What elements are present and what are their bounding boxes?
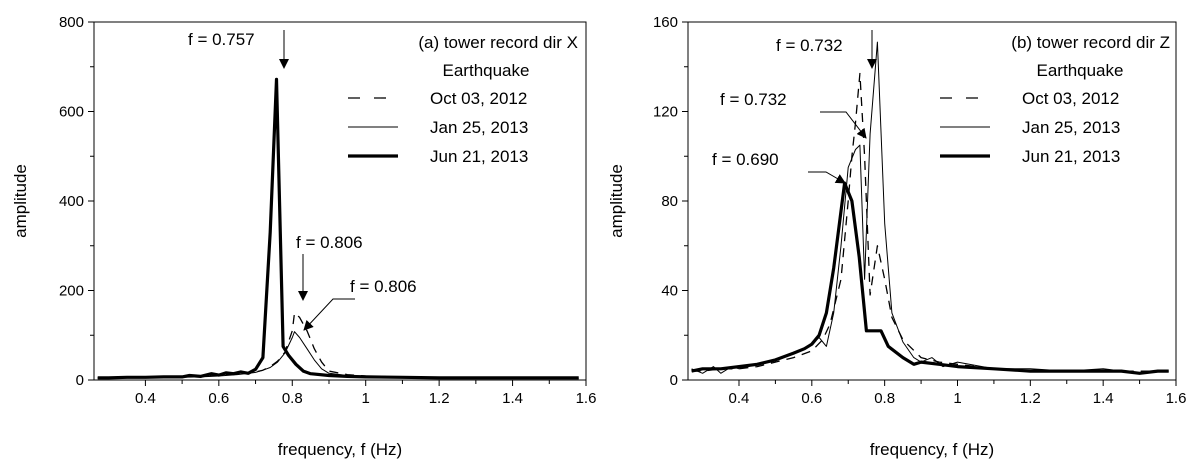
chart-b-x-tick-label: 1.4: [1093, 390, 1114, 407]
chart-a-legend-label-2: Jan 25, 2013: [430, 118, 528, 137]
chart-b-legend-label-1: Oct 03, 2012: [1022, 89, 1119, 108]
chart-a: 0.4 0.6 0.8 1 1.2 1.4 1.6 0 200 400 600 800 freque…: [11, 14, 596, 459]
chart-a-legend-label-3: Jun 21, 2013: [430, 147, 528, 166]
chart-b-series: [691, 41, 1169, 375]
chart-b-x-tick-label: 0.4: [729, 390, 750, 407]
chart-b-series-line-3: [691, 181, 1169, 375]
chart-b-y-tick-label: 80: [661, 193, 678, 210]
chart-a-y-tick-label: 600: [59, 104, 84, 121]
chart-a-y-ticks: 0 200 400 600 800: [59, 14, 94, 389]
chart-b-y-tick-label: 40: [661, 283, 678, 300]
chart-a-x-tick-label: 0.8: [282, 390, 303, 407]
chart-a-y-axis-label: amplitude: [11, 164, 30, 238]
chart-b-x-axis-label: frequency, f (Hz): [870, 440, 994, 459]
chart-a-title: (a) tower record dir X: [418, 33, 578, 52]
chart-a-annotation-1: f = 0.757: [188, 30, 255, 49]
chart-a-x-tick-label: 1.6: [576, 390, 597, 407]
chart-a-y-tick-label: 0: [76, 372, 84, 389]
chart-a-series-line-3: [97, 77, 579, 380]
chart-a-series-line-1: [97, 312, 579, 379]
chart-b-x-tick-label: 1.6: [1166, 390, 1187, 407]
chart-a-series-line-2: [97, 331, 579, 379]
chart-b-y-tick-label: 0: [670, 372, 678, 389]
chart-a-annotation-3-arrow: [303, 298, 355, 331]
chart-b-subtitle: Earthquake: [1037, 61, 1124, 80]
chart-b-legend-label-3: Jun 21, 2013: [1022, 147, 1120, 166]
chart-a-x-tick-label: 0.6: [208, 390, 229, 407]
chart-a-x-tick-label: 1.2: [429, 390, 450, 407]
chart-a-x-axis-label: frequency, f (Hz): [278, 440, 402, 459]
chart-a-x-tick-label: 1.4: [502, 390, 523, 407]
chart-a-legend-label-1: Oct 03, 2012: [430, 89, 527, 108]
chart-b-x-tick-label: 0.8: [874, 390, 895, 407]
chart-a-annotation-3: f = 0.806: [350, 277, 417, 296]
chart-a-annotation-2: f = 0.806: [296, 233, 363, 252]
chart-a-y-tick-label: 200: [59, 283, 84, 300]
chart-b-legend: Oct 03, 2012 Jan 25, 2013 Jun 21, 2013: [940, 89, 1120, 166]
chart-b-annotation-3: f = 0.690: [712, 150, 779, 169]
chart-b-y-tick-label: 160: [653, 14, 678, 31]
chart-b-annotation-2: f = 0.732: [720, 90, 787, 109]
chart-b-y-ticks: 0 40 80 120 160: [653, 14, 688, 389]
chart-a-subtitle: Earthquake: [443, 61, 530, 80]
chart-a-x-ticks: 0.4 0.6 0.8 1 1.2 1.4 1.6: [135, 380, 596, 407]
chart-b-y-axis-label: amplitude: [607, 164, 626, 238]
chart-a-y-tick-label: 800: [59, 14, 84, 31]
chart-b-x-tick-label: 1.2: [1020, 390, 1041, 407]
chart-a-y-tick-label: 400: [59, 193, 84, 210]
chart-b-x-tick-label: 0.6: [801, 390, 822, 407]
chart-b-x-ticks: 0.4 0.6 0.8 1 1.2 1.4 1.6: [729, 380, 1187, 407]
chart-a-x-tick-label: 0.4: [135, 390, 156, 407]
chart-a-legend: Oct 03, 2012 Jan 25, 2013 Jun 21, 2013: [348, 89, 528, 166]
chart-a-series: [97, 77, 579, 380]
chart-b: 0.4 0.6 0.8 1 1.2 1.4 1.6 0 40 80 120 160 frequenc…: [607, 14, 1186, 459]
chart-b-annotation-1: f = 0.732: [776, 36, 843, 55]
chart-b-title: (b) tower record dir Z: [1011, 33, 1170, 52]
chart-b-y-tick-label: 120: [653, 104, 678, 121]
chart-b-annotation-2-arrow: [820, 111, 867, 139]
chart-b-annotation-3-arrow: [808, 171, 846, 184]
chart-b-legend-label-2: Jan 25, 2013: [1022, 118, 1120, 137]
chart-a-x-tick-label: 1: [362, 390, 370, 407]
chart-b-x-tick-label: 1: [953, 390, 961, 407]
